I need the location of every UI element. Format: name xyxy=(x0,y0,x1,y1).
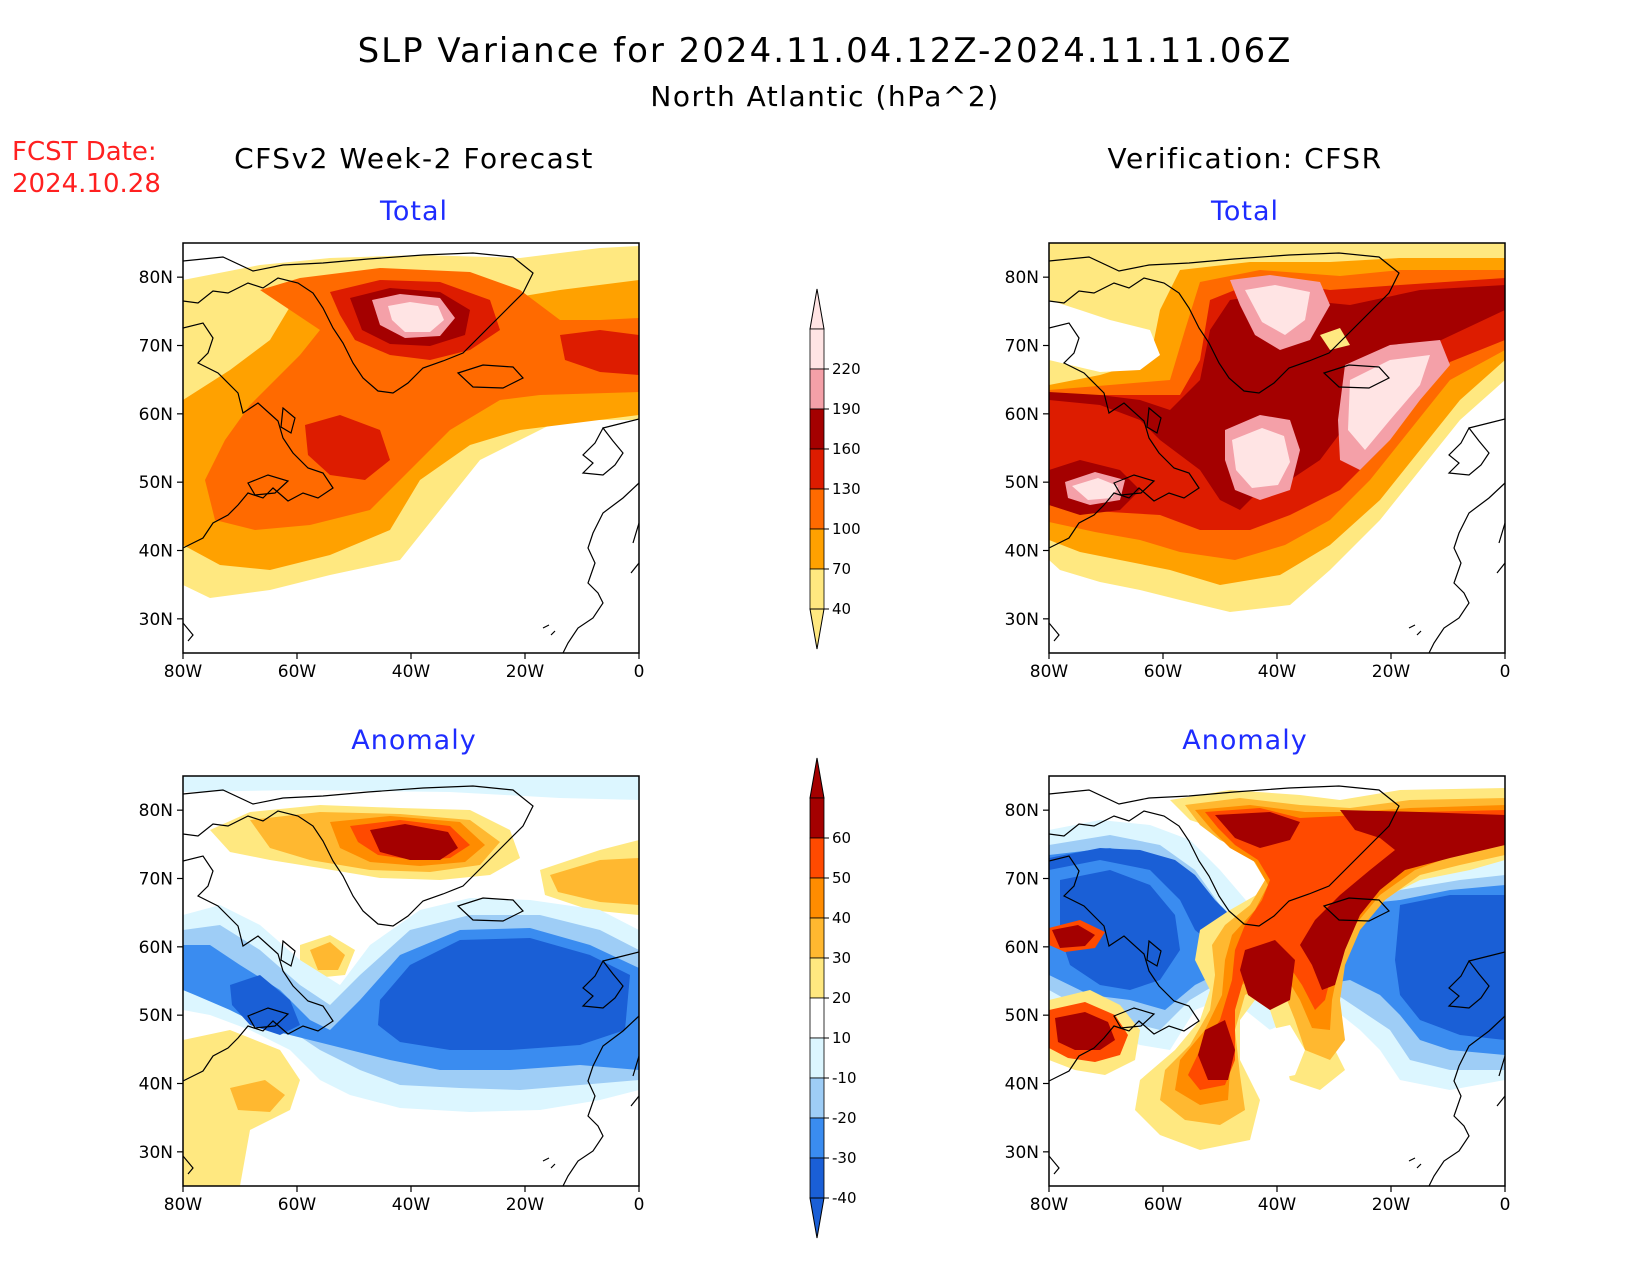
panel-title-forecast-total: Total xyxy=(379,196,448,227)
lat-tick-label: 60N xyxy=(139,938,173,958)
lat-tick-label: 60N xyxy=(1005,938,1039,958)
axes: 80N 70N 60N 50N 40N 30N 80W 60W 40W 20W 0 80N 70N 60N… xyxy=(139,268,1511,1215)
colorbar-label: 60 xyxy=(832,829,851,847)
lat-tick-label: 40N xyxy=(139,1075,173,1095)
map-forecast-anomaly xyxy=(182,775,640,1187)
colorbar-label: -30 xyxy=(832,1149,857,1167)
lon-tick-label: 40W xyxy=(1258,662,1297,682)
colorbar-bottom-arrow xyxy=(809,1197,825,1239)
lat-tick-label: 50N xyxy=(1005,1006,1039,1026)
colorbar-top-arrow xyxy=(809,288,825,330)
lat-tick-label: 50N xyxy=(1005,473,1039,493)
panel-title-forecast-anomaly: Anomaly xyxy=(351,725,476,756)
lat-tick-label: 40N xyxy=(1005,1075,1039,1095)
colorbar-swatch xyxy=(809,448,825,490)
lon-tick-label: 0 xyxy=(634,1195,645,1215)
colorbar-label: 40 xyxy=(832,909,851,927)
colorbar-label: 70 xyxy=(832,560,851,578)
lat-tick-label: 70N xyxy=(139,337,173,357)
colorbar-swatch xyxy=(809,488,825,530)
lat-tick-label: 50N xyxy=(139,473,173,493)
lon-tick-label: 60W xyxy=(278,662,317,682)
lon-tick-label: 0 xyxy=(634,662,645,682)
lon-tick-label: 20W xyxy=(1372,1195,1411,1215)
lon-tick-label: 60W xyxy=(278,1195,317,1215)
lat-tick-label: 40N xyxy=(1005,542,1039,562)
lat-tick-label: 60N xyxy=(139,405,173,425)
colorbar-label: -20 xyxy=(832,1109,857,1127)
lon-tick-label: 60W xyxy=(1144,662,1183,682)
colorbar-swatch xyxy=(809,1037,825,1079)
lat-tick-label: 70N xyxy=(1005,337,1039,357)
colorbar-label: 30 xyxy=(832,949,851,967)
lat-tick-label: 80N xyxy=(1005,268,1039,288)
lon-tick-label: 80W xyxy=(164,1195,203,1215)
lon-tick-label: 60W xyxy=(1144,1195,1183,1215)
colorbar-swatch xyxy=(809,568,825,610)
lat-tick-label: 30N xyxy=(139,610,173,630)
panel-title-verification-anomaly: Anomaly xyxy=(1182,725,1307,756)
colorbar-swatch xyxy=(809,797,825,839)
colorbar-label: 220 xyxy=(832,360,861,378)
lat-tick-label: 80N xyxy=(139,801,173,821)
colorbar-swatch xyxy=(809,997,825,1039)
lat-tick-label: 50N xyxy=(139,1006,173,1026)
map-verification-anomaly xyxy=(1048,775,1506,1187)
fcst-date: 2024.10.28 xyxy=(12,169,161,199)
colorbar-swatch xyxy=(809,528,825,570)
lon-tick-label: 20W xyxy=(506,662,545,682)
fcst-label: FCST Date: xyxy=(12,137,157,167)
lon-tick-label: 20W xyxy=(1372,662,1411,682)
lon-tick-label: 40W xyxy=(392,1195,431,1215)
colorbar-label: 50 xyxy=(832,869,851,887)
colorbar-swatch xyxy=(809,1157,825,1199)
colorbar-label: -40 xyxy=(832,1189,857,1207)
lon-tick-label: 20W xyxy=(506,1195,545,1215)
colorbar-swatch xyxy=(809,328,825,370)
colorbar-swatch xyxy=(809,917,825,959)
colorbar-label: -10 xyxy=(832,1069,857,1087)
lon-tick-label: 80W xyxy=(1030,1195,1069,1215)
colorbar-swatch xyxy=(809,957,825,999)
lat-tick-label: 30N xyxy=(1005,610,1039,630)
figure-title: SLP Variance for 2024.11.04.12Z-2024.11.… xyxy=(358,31,1293,71)
colorbar-label: 130 xyxy=(832,480,861,498)
lat-tick-label: 70N xyxy=(1005,870,1039,890)
column-title-forecast: CFSv2 Week-2 Forecast xyxy=(234,142,594,175)
colorbar-label: 100 xyxy=(832,520,861,538)
lon-tick-label: 40W xyxy=(392,662,431,682)
colorbar-bottom-arrow xyxy=(809,608,825,650)
lon-tick-label: 0 xyxy=(1500,662,1511,682)
colorbar-top-arrow xyxy=(809,757,825,799)
colorbar-swatch xyxy=(809,368,825,410)
colorbar-swatch xyxy=(809,837,825,879)
colorbar-label: 10 xyxy=(832,1029,851,1047)
lat-tick-label: 40N xyxy=(139,542,173,562)
lon-tick-label: 40W xyxy=(1258,1195,1297,1215)
colorbar-swatch xyxy=(809,1077,825,1119)
colorbar-swatch xyxy=(809,1117,825,1159)
lat-tick-label: 30N xyxy=(139,1143,173,1163)
colorbar-label: 20 xyxy=(832,989,851,1007)
colorbar-label: 40 xyxy=(832,600,851,618)
colorbar-label: 160 xyxy=(832,440,861,458)
map-forecast-total xyxy=(182,242,640,654)
figure-subtitle: North Atlantic (hPa^2) xyxy=(650,80,999,113)
lon-tick-label: 80W xyxy=(164,662,203,682)
colorbar-swatch xyxy=(809,408,825,450)
colorbar-swatch xyxy=(809,877,825,919)
map-verification-total xyxy=(1048,242,1506,654)
colorbars: 220 190 160 130 100 70 40 60 50 40 30 20 10 -10 -20 -30… xyxy=(809,288,861,1239)
lat-tick-label: 30N xyxy=(1005,1143,1039,1163)
colorbar-label: 190 xyxy=(832,400,861,418)
lat-tick-label: 60N xyxy=(1005,405,1039,425)
lat-tick-label: 80N xyxy=(1005,801,1039,821)
lon-tick-label: 0 xyxy=(1500,1195,1511,1215)
lat-tick-label: 80N xyxy=(139,268,173,288)
lon-tick-label: 80W xyxy=(1030,662,1069,682)
lat-tick-label: 70N xyxy=(139,870,173,890)
panel-title-verification-total: Total xyxy=(1210,196,1279,227)
column-title-verification: Verification: CFSR xyxy=(1107,142,1382,175)
